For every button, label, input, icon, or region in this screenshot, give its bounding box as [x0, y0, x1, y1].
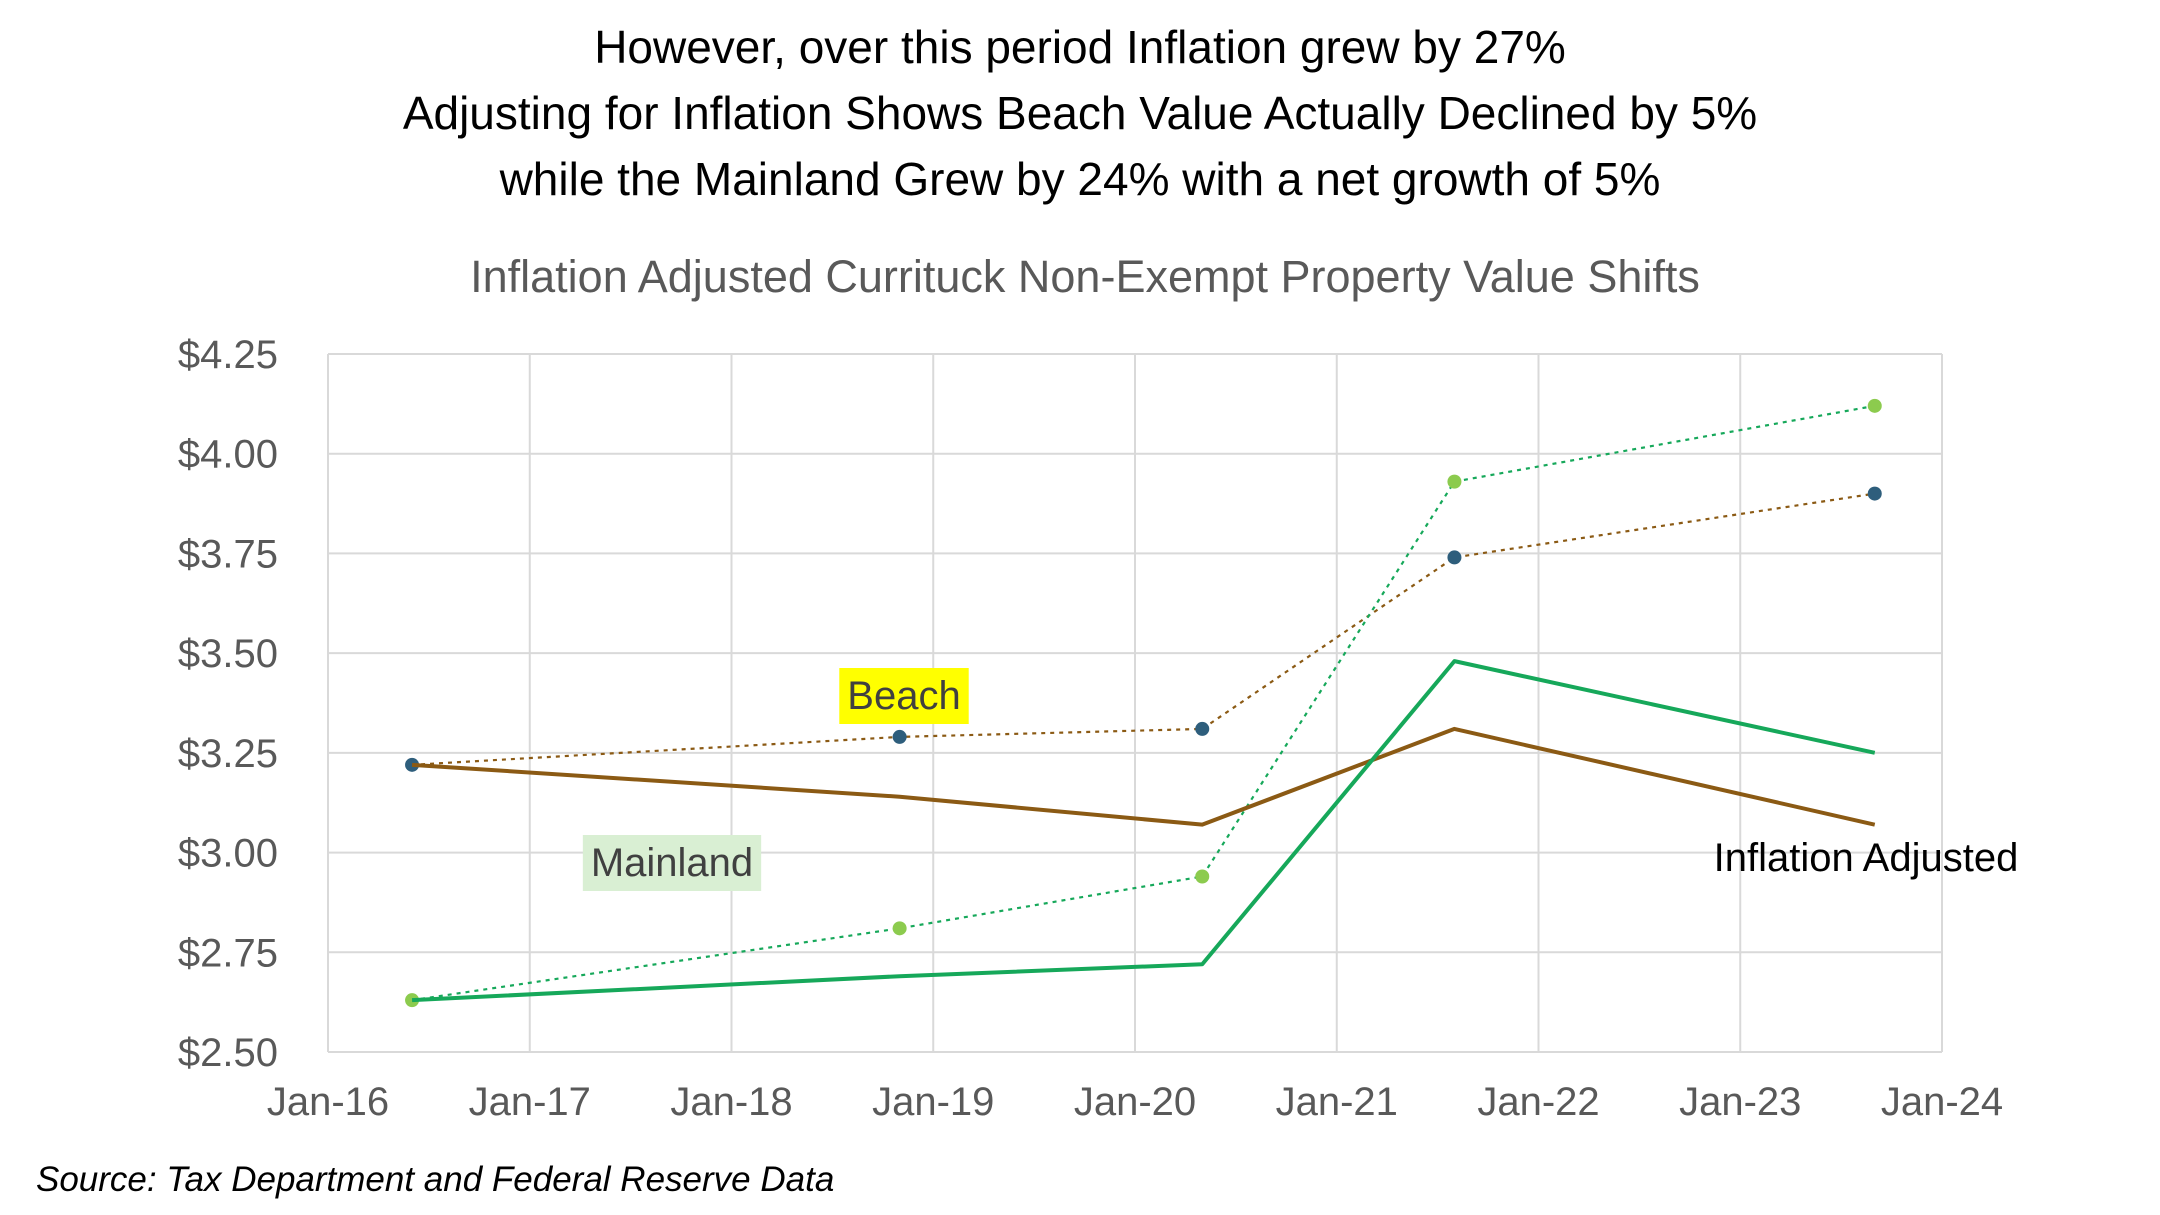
beach-nominal-line: [411, 492, 1875, 766]
beach-data-point: [892, 729, 907, 744]
beach-label: Beach: [839, 668, 969, 724]
x-tick-label: Jan-22: [1477, 1080, 1599, 1124]
x-tick-label: Jan-20: [1074, 1080, 1196, 1124]
y-tick-label: $3.25: [178, 732, 278, 776]
x-tick-label: Jan-23: [1679, 1080, 1801, 1124]
y-tick-label: $2.75: [178, 931, 278, 975]
mainland-label: Mainland: [582, 835, 762, 891]
source-note: Source: Tax Department and Federal Reser…: [36, 1160, 835, 1199]
beach-data-point: [1195, 721, 1210, 736]
beach-label-text: Beach: [847, 674, 960, 718]
x-tick-label: Jan-24: [1881, 1080, 2003, 1124]
x-tick-label: Jan-21: [1276, 1080, 1398, 1124]
beach-data-point: [1447, 550, 1462, 565]
beach-inflation-adjusted-line: [411, 726, 1876, 827]
beach-data-point: [1867, 486, 1882, 501]
headline-line-1: However, over this period Inflation grew…: [594, 21, 1566, 73]
x-tick-label: Jan-18: [670, 1080, 792, 1124]
y-tick-label: $4.25: [178, 333, 278, 377]
chart-title: Inflation Adjusted Currituck Non-Exempt …: [470, 251, 1700, 302]
mainland-data-point: [1447, 474, 1462, 489]
y-tick-label: $3.50: [178, 632, 278, 676]
tick-labels: Jan-16 Jan-17 Jan-18 Jan-19 Jan-20 Jan-21 Jan-…: [178, 333, 2003, 1124]
x-tick-label: Jan-17: [469, 1080, 591, 1124]
x-tick-label: Jan-19: [872, 1080, 994, 1124]
mainland-data-point: [892, 921, 907, 936]
inflation-adjusted-label: Inflation Adjusted: [1714, 836, 2019, 880]
annotations: Beach Mainland Inflation Adjusted: [582, 668, 2019, 891]
y-tick-label: $4.00: [178, 433, 278, 477]
mainland-data-point: [1195, 869, 1210, 884]
y-tick-label: $3.00: [178, 832, 278, 876]
y-tick-label: $2.50: [178, 1031, 278, 1075]
mainland-label-text: Mainland: [591, 841, 753, 885]
inflation-adjusted-label-text: Inflation Adjusted: [1714, 836, 2019, 880]
beach-label-background: [839, 668, 969, 724]
mainland-data-point: [1867, 398, 1882, 413]
x-tick-label: Jan-16: [267, 1080, 389, 1124]
y-tick-label: $3.75: [178, 532, 278, 576]
grid: [327, 353, 1943, 1053]
series-layer: [405, 398, 1882, 1008]
mainland-inflation-adjusted-line: [411, 659, 1876, 1003]
headline-line-2: Adjusting for Inflation Shows Beach Valu…: [402, 87, 1758, 139]
mainland-label-background: [582, 835, 762, 891]
headline-line-3: while the Mainland Grew by 24% with a ne…: [499, 153, 1661, 205]
